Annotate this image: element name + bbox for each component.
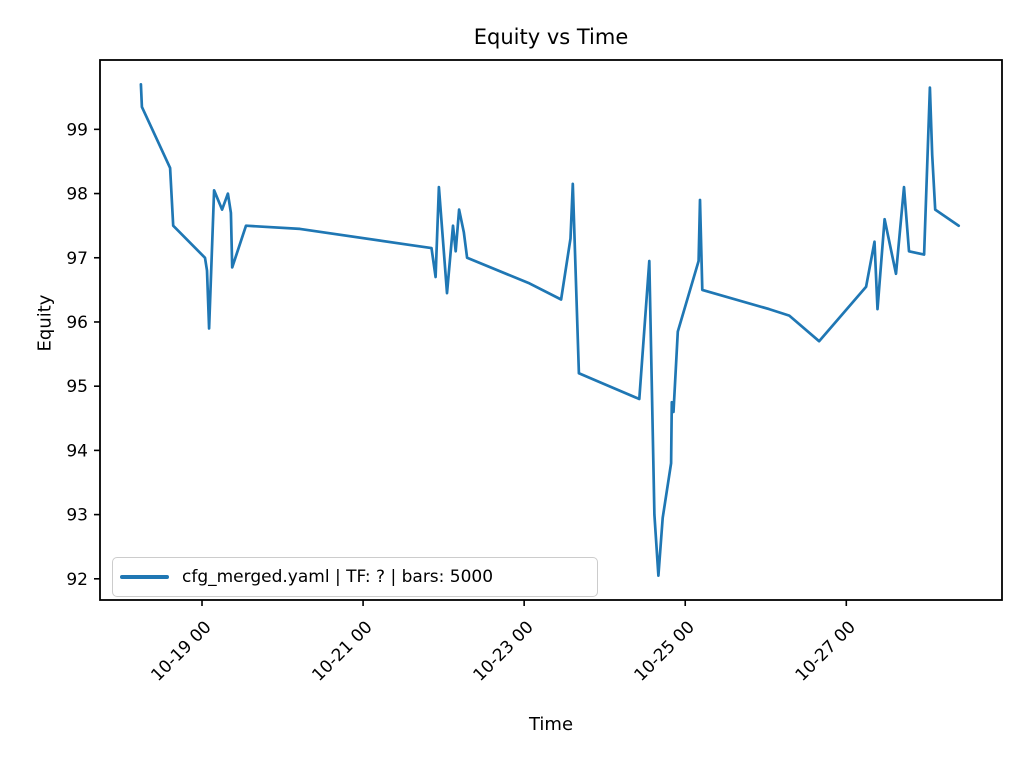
x-tick-label: 10-25 00 <box>631 617 699 685</box>
chart-title: Equity vs Time <box>473 25 629 49</box>
y-tick-label: 98 <box>66 185 88 205</box>
legend: cfg_merged.yaml | TF: ? | bars: 5000 <box>112 557 598 597</box>
y-tick-label: 96 <box>66 313 88 333</box>
equity-line <box>139 83 961 577</box>
x-tick-label: 10-27 00 <box>792 617 860 685</box>
x-tick-label: 10-19 00 <box>147 617 215 685</box>
y-tick-label: 99 <box>66 120 88 140</box>
y-tick-label: 92 <box>66 570 88 590</box>
y-tick-label: 93 <box>66 506 88 526</box>
x-axis-label: Time <box>528 714 574 735</box>
y-tick-label: 97 <box>66 249 88 269</box>
y-tick-label: 94 <box>66 441 88 461</box>
y-tick-label: 95 <box>66 377 88 397</box>
x-tick-label: 10-21 00 <box>308 617 376 685</box>
legend-entry-label: cfg_merged.yaml | TF: ? | bars: 5000 <box>182 567 494 587</box>
x-tick-label: 10-23 00 <box>469 617 537 685</box>
plot-frame <box>99 59 1003 601</box>
legend-line-sample <box>120 575 169 579</box>
y-axis-label: Equity <box>34 294 56 352</box>
